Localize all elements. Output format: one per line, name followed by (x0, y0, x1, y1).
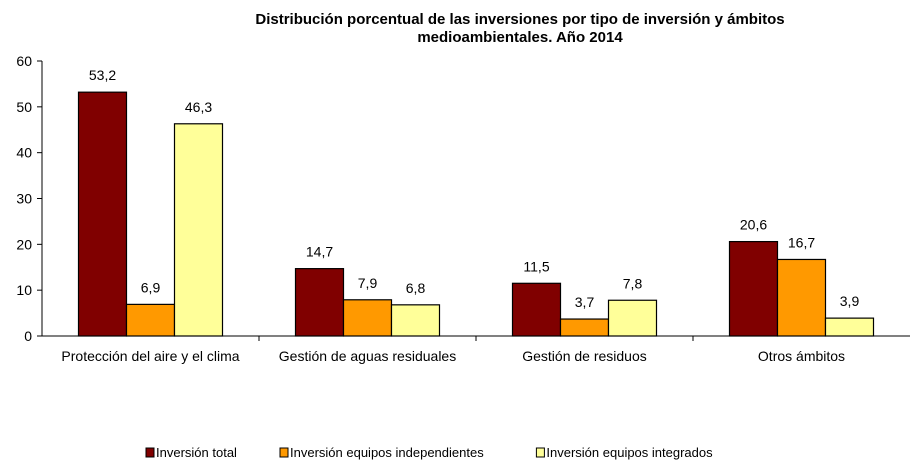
legend-label: Inversión equipos independientes (290, 445, 484, 460)
data-label: 53,2 (89, 67, 116, 83)
x-tick-label: Gestión de residuos (522, 348, 647, 364)
bar (728, 240, 779, 337)
y-tick-label: 20 (16, 236, 32, 252)
bar (824, 317, 875, 337)
data-label: 46,3 (185, 99, 212, 115)
data-label: 14,7 (306, 244, 333, 260)
y-tick-label: 30 (16, 191, 32, 207)
x-tick-label: Otros ámbitos (757, 348, 846, 364)
bar (294, 268, 345, 337)
data-label: 11,5 (523, 258, 549, 274)
data-label: 7,9 (358, 275, 378, 291)
bar (390, 304, 441, 337)
data-label: 6,8 (406, 280, 426, 296)
x-tick-label: Gestión de aguas residuales (278, 348, 457, 364)
legend-label: Inversión total (156, 445, 237, 460)
legend-label: Inversión equipos integrados (546, 445, 713, 460)
y-tick-label: 0 (24, 328, 32, 344)
legend-swatch (535, 447, 545, 458)
data-label: 20,6 (740, 217, 767, 233)
data-label: 6,9 (141, 279, 161, 295)
bar (125, 303, 176, 337)
chart-title: Distribución porcentual de las inversion… (255, 11, 784, 28)
bar (173, 123, 224, 337)
bar (776, 258, 827, 337)
y-tick-label: 50 (16, 99, 32, 115)
data-label: 16,7 (788, 234, 815, 250)
x-tick-label: Protección del aire y el clima (61, 348, 240, 364)
bar (77, 91, 128, 337)
data-label: 7,8 (623, 275, 643, 291)
y-tick-label: 60 (16, 53, 32, 69)
bar (607, 299, 658, 337)
legend-swatch (279, 447, 289, 458)
bar (559, 318, 610, 337)
chart-title: medioambientales. Año 2014 (417, 29, 623, 46)
data-label: 3,7 (575, 294, 595, 310)
legend-swatch (145, 447, 155, 458)
y-tick-label: 10 (16, 282, 32, 298)
data-label: 3,9 (840, 293, 860, 309)
bar (511, 282, 562, 337)
bar (342, 299, 393, 337)
y-tick-label: 40 (16, 145, 32, 161)
